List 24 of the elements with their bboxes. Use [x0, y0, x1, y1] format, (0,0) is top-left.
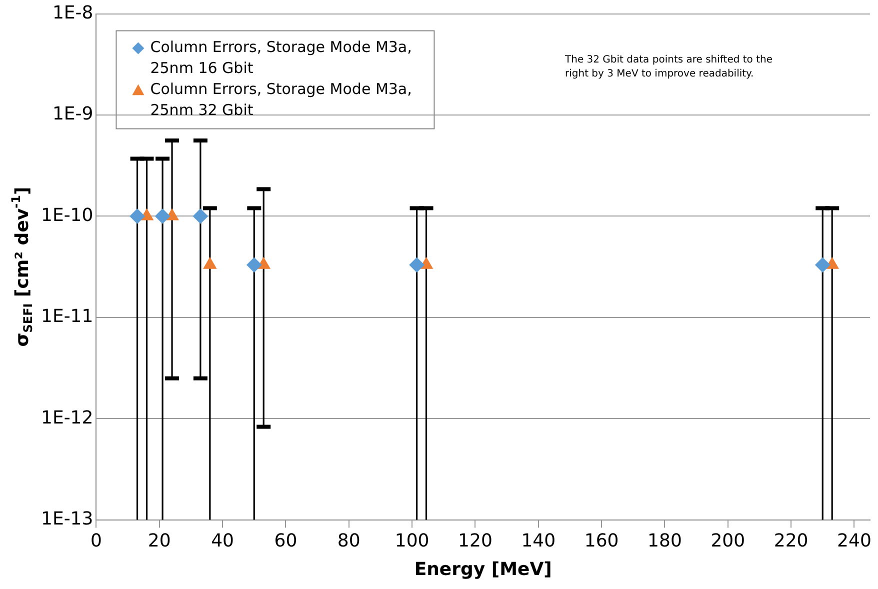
x-tick-label: 240: [837, 530, 872, 552]
x-tick-label: 120: [458, 530, 492, 552]
x-tick-label: 40: [211, 530, 234, 552]
x-axis-title: Energy [MeV]: [414, 558, 552, 580]
legend-label: Column Errors, Storage Mode M3a, 25nm 16 Gbit: [150, 38, 412, 78]
annotation: The 32 Gbit data points are shifted to the right by 3 MeV to improve readability.: [564, 54, 772, 80]
x-tick-label: 100: [394, 530, 430, 552]
x-tick-label: 20: [148, 530, 171, 552]
y-tick-label: 1E-11: [40, 306, 94, 328]
y-axis-title: σSEFI [cm² dev-1]: [9, 186, 35, 347]
y-tick-label: 1E-13: [40, 508, 94, 530]
x-tick-label: 200: [710, 530, 746, 552]
x-tick-label: 220: [774, 530, 808, 552]
x-tick-label: 60: [274, 530, 298, 552]
x-tick-label: 0: [90, 530, 102, 552]
y-tick-label: 1E-12: [40, 407, 94, 428]
y-tick-label: 1E-8: [52, 2, 94, 24]
x-tick-label: 140: [521, 530, 556, 552]
x-tick-label: 160: [584, 530, 619, 552]
y-tick-label: 1E-9: [52, 104, 94, 125]
y-tick-label: 1E-10: [40, 204, 94, 226]
legend-label: Column Errors, Storage Mode M3a, 25nm 32 Gbit: [150, 80, 412, 120]
x-tick-label: 180: [648, 530, 682, 552]
x-tick-label: 80: [337, 530, 360, 552]
